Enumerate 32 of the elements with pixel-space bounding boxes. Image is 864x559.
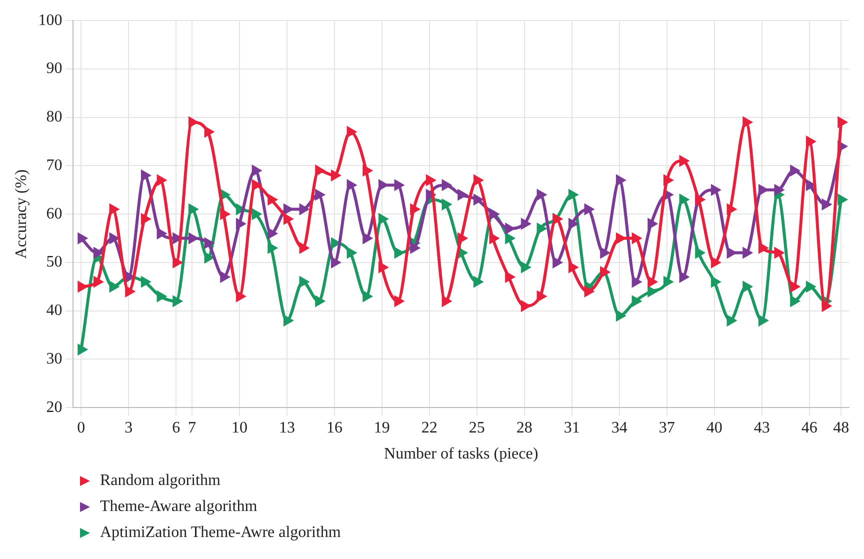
x-tick-label: 37 [658,419,675,436]
x-tick-label: 40 [706,419,722,436]
x-tick-label: 3 [124,419,133,436]
x-tick-label: 7 [188,419,196,436]
x-tick-label: 43 [754,419,770,436]
x-tick-label: 10 [231,419,248,436]
x-tick-label: 13 [278,419,295,436]
y-tick-label: 100 [38,12,62,29]
x-tick-label: 0 [77,419,86,436]
x-tick-label: 48 [833,419,850,436]
x-tick-label: 19 [374,419,390,436]
x-tick-label: 22 [421,419,438,436]
x-tick-label: 6 [172,419,180,436]
y-tick-label: 20 [46,398,62,416]
x-tick-label: 31 [564,419,580,436]
y-tick-label: 60 [46,205,62,222]
y-tick-label: 30 [46,350,62,368]
legend-label: Random algorithm [100,471,220,491]
y-tick-label: 50 [46,254,62,271]
legend-label: AptimiZation Theme-Awre algorithm [100,523,341,543]
legend-label: Theme-Aware algorithm [100,497,258,517]
y-tick-label: 90 [46,60,62,78]
y-tick-label: 40 [46,302,62,320]
x-tick-label: 46 [801,419,818,436]
x-axis-title: Number of tasks (piece) [384,446,538,463]
x-tick-label: 25 [468,419,485,436]
y-axis-title: Accuracy (%) [12,169,30,259]
x-tick-label: 34 [611,419,628,436]
y-tick-label: 80 [46,108,62,126]
x-tick-label: 16 [326,419,342,436]
y-tick-label: 70 [46,156,62,174]
x-tick-label: 28 [516,419,532,436]
